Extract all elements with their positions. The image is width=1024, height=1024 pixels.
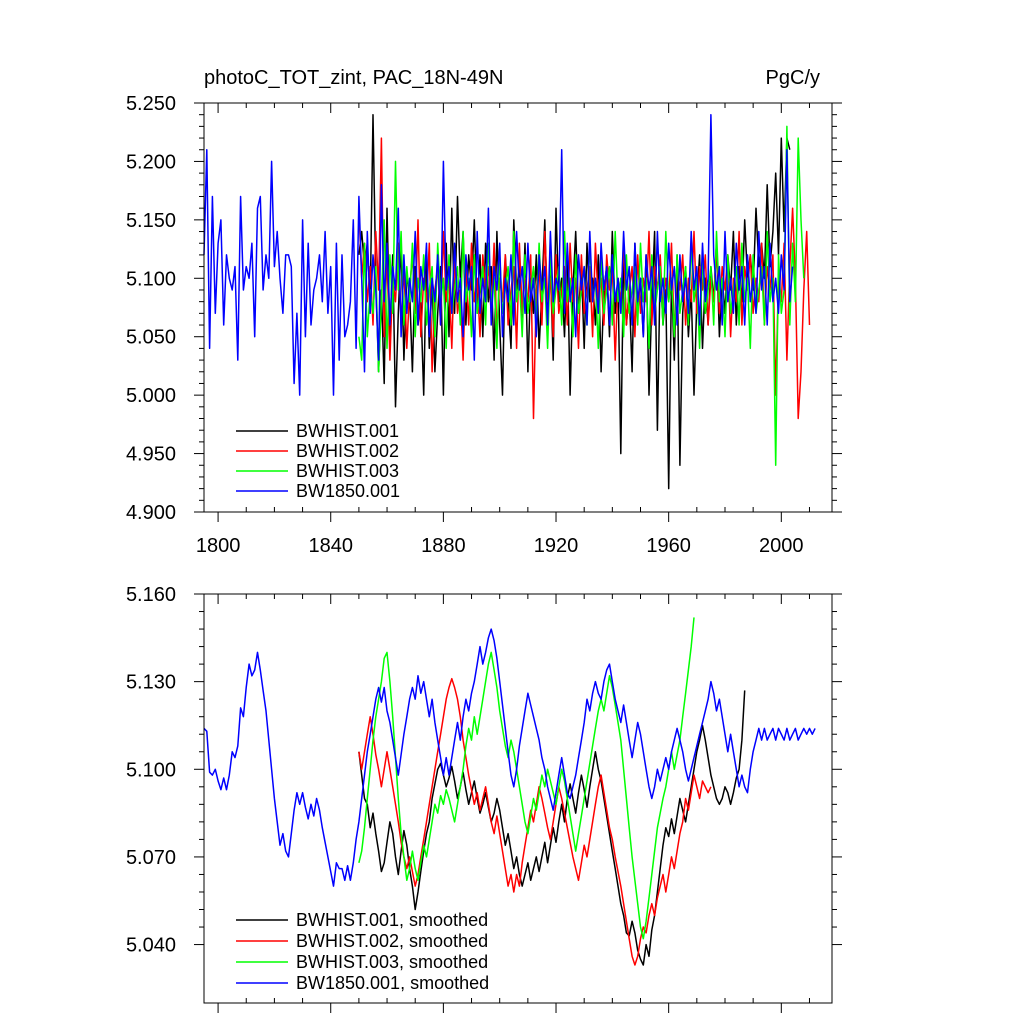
legend-label-bwhist-003-smoothed: BWHIST.003, smoothed (296, 952, 488, 972)
bottom-chart-y-tick-label: 5.040 (126, 935, 176, 957)
top-chart-plot-frame (203, 102, 833, 513)
top-chart-x-tick-label: 1880 (421, 535, 466, 557)
top-chart-x-tick-label: 1920 (534, 535, 579, 557)
top-chart-title: photoC_TOT_zint, PAC_18N-49N (204, 67, 503, 89)
top-chart: photoC_TOT_zint, PAC_18N-49N PgC/y 1800 1… (126, 67, 842, 557)
legend-label-bw1850-001: BW1850.001 (296, 481, 400, 501)
top-chart-x-tick-label: 2000 (759, 535, 804, 557)
bottom-chart-series-bwhist-001-smoothed (358, 690, 746, 966)
top-chart-y-tick-label: 5.250 (126, 93, 176, 115)
top-chart-x-tick-label: 1800 (196, 535, 241, 557)
bottom-chart-y-tick-label: 5.100 (126, 759, 176, 781)
legend-label-bwhist-001: BWHIST.001 (296, 421, 399, 441)
legend-label-bwhist-002-smoothed: BWHIST.002, smoothed (296, 931, 488, 951)
top-chart-series-bw1850-001 (203, 113, 794, 396)
bottom-chart-axes: 5.040 5.070 5.100 5.130 5.160 (126, 584, 842, 1013)
legend-label-bwhist-002: BWHIST.002 (296, 441, 399, 461)
top-chart-y-tick-label: 5.050 (126, 327, 176, 349)
top-chart-axes: 1800 1840 1880 1920 1960 2000 4.900 4.950 5.000 5… (126, 93, 842, 557)
bottom-chart-y-tick-label: 5.070 (126, 847, 176, 869)
top-chart-x-tick-label: 1960 (646, 535, 691, 557)
bottom-chart-y-tick-label: 5.130 (126, 672, 176, 694)
bottom-chart: 5.040 5.070 5.100 5.130 5.160 BWHIST.001, sm… (126, 584, 842, 1013)
bottom-chart-series-bwhist-003-smoothed (358, 617, 695, 940)
bottom-chart-plot-frame (203, 593, 833, 1004)
bottom-chart-y-tick-label: 5.160 (126, 584, 176, 606)
legend-label-bw1850-001-smoothed: BW1850.001, smoothed (296, 973, 489, 993)
top-chart-x-tick-label: 1840 (308, 535, 353, 557)
legend-label-bwhist-001-smoothed: BWHIST.001, smoothed (296, 910, 488, 930)
bottom-chart-legend: BWHIST.001, smoothed BWHIST.002, smoothe… (236, 910, 489, 993)
top-chart-y-tick-label: 5.000 (126, 385, 176, 407)
top-chart-y-tick-label: 4.950 (126, 444, 176, 466)
top-chart-y-tick-label: 5.150 (126, 210, 176, 232)
top-chart-y-tick-label: 5.100 (126, 268, 176, 290)
top-chart-y-tick-label: 4.900 (126, 502, 176, 524)
bottom-chart-series-bw1850-001-smoothed (203, 628, 816, 887)
top-chart-series-layer (203, 113, 811, 490)
top-chart-y-tick-label: 5.200 (126, 151, 176, 173)
top-chart-units-label: PgC/y (766, 67, 820, 89)
legend-label-bwhist-003: BWHIST.003 (296, 461, 399, 481)
bottom-chart-series-layer (203, 617, 816, 966)
top-chart-legend: BWHIST.001 BWHIST.002 BWHIST.003 BW1850.… (236, 421, 400, 501)
